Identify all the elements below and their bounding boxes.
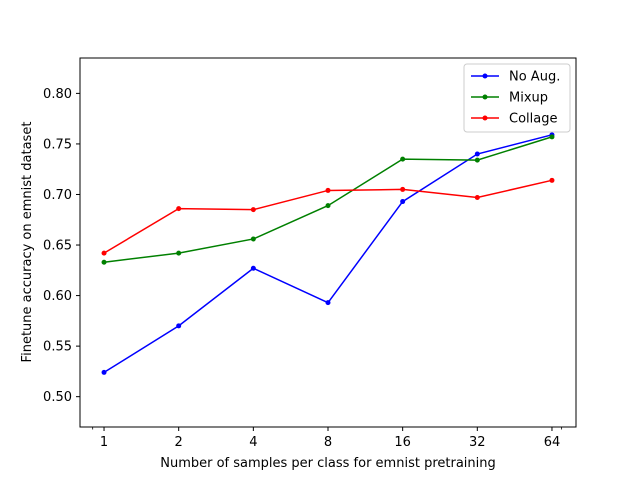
legend-swatch-marker bbox=[482, 115, 488, 121]
data-point bbox=[250, 236, 256, 242]
data-point bbox=[101, 259, 107, 265]
y-tick-label: 0.70 bbox=[43, 188, 72, 203]
data-point bbox=[549, 134, 555, 140]
series-layer bbox=[101, 132, 555, 375]
data-point bbox=[176, 250, 182, 256]
data-point bbox=[176, 323, 182, 329]
y-tick-label: 0.75 bbox=[43, 137, 72, 152]
x-axis-label: Number of samples per class for emnist p… bbox=[160, 456, 496, 471]
y-tick-label: 0.80 bbox=[43, 87, 72, 102]
legend-label: Mixup bbox=[509, 91, 548, 106]
legend-swatch-marker bbox=[482, 94, 488, 100]
y-tick-label: 0.55 bbox=[43, 340, 72, 355]
legend-swatch-marker bbox=[482, 73, 488, 79]
data-point bbox=[250, 207, 256, 213]
data-point bbox=[325, 203, 331, 209]
data-point bbox=[400, 186, 406, 192]
x-tick-label: 16 bbox=[394, 435, 411, 450]
x-tick-label: 1 bbox=[100, 435, 108, 450]
y-tick-label: 0.50 bbox=[43, 390, 72, 405]
y-tick-label: 0.65 bbox=[43, 239, 72, 254]
data-point bbox=[400, 199, 406, 205]
x-tick-label: 8 bbox=[324, 435, 332, 450]
y-axis: 0.50 0.55 0.60 0.65 0.70 0.75 0.80 bbox=[43, 87, 80, 405]
data-point bbox=[325, 187, 331, 193]
x-axis: 1 2 4 8 16 32 64 bbox=[92, 427, 563, 450]
data-point bbox=[176, 206, 182, 212]
x-tick-label: 32 bbox=[469, 435, 486, 450]
data-point bbox=[101, 369, 107, 375]
legend-box bbox=[463, 63, 571, 133]
x-tick-label: 2 bbox=[175, 435, 183, 450]
y-tick-label: 0.60 bbox=[43, 289, 72, 304]
data-point bbox=[250, 265, 256, 271]
legend-label: No Aug. bbox=[509, 70, 560, 85]
data-point bbox=[400, 156, 406, 162]
data-point bbox=[474, 157, 480, 163]
x-tick-label: 4 bbox=[249, 435, 257, 450]
data-point bbox=[325, 300, 331, 306]
data-point bbox=[474, 151, 480, 157]
legend: No Aug. Mixup Collage bbox=[463, 63, 571, 133]
data-point bbox=[101, 250, 107, 256]
x-tick-label: 64 bbox=[544, 435, 561, 450]
data-point bbox=[549, 177, 555, 183]
data-point bbox=[474, 195, 480, 201]
y-axis-label: Finetune accuracy on emnist dataset bbox=[20, 122, 35, 363]
legend-label: Collage bbox=[509, 112, 557, 127]
